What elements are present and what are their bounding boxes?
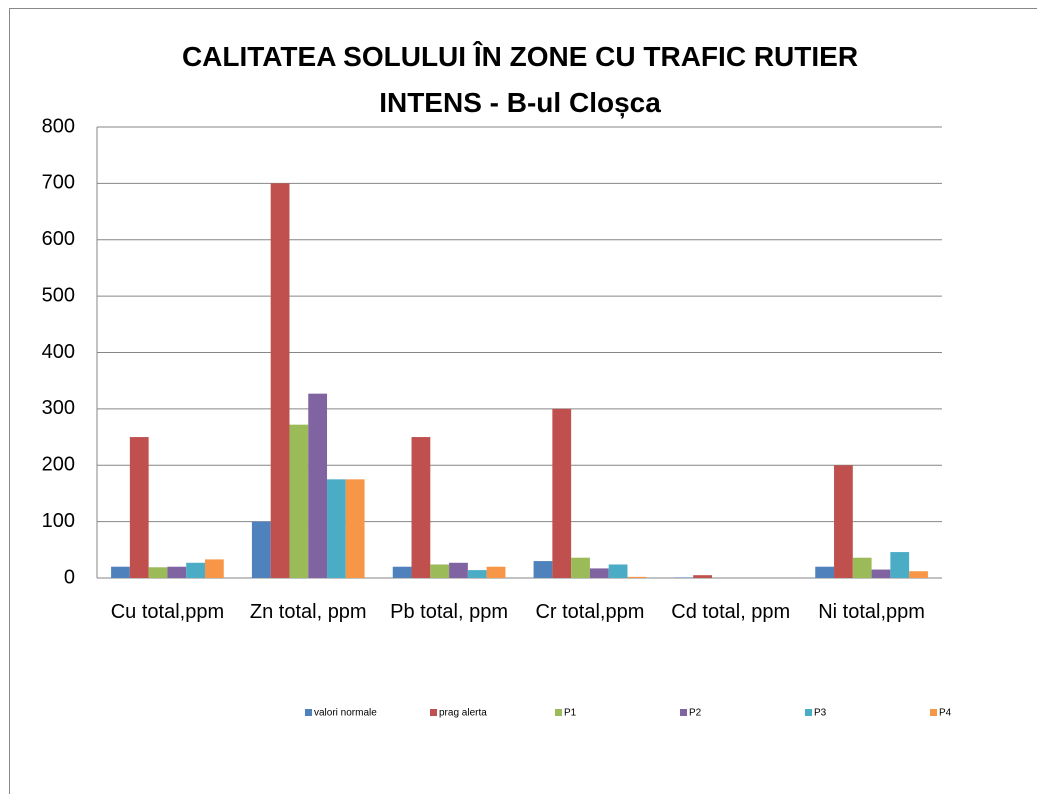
bar bbox=[467, 570, 487, 578]
bar bbox=[571, 557, 590, 578]
bar bbox=[834, 465, 853, 578]
bar bbox=[533, 561, 553, 578]
bar bbox=[251, 521, 271, 578]
legend-label: P2 bbox=[689, 708, 702, 719]
bar bbox=[890, 552, 910, 578]
bar bbox=[909, 571, 928, 578]
legend-label: prag alerta bbox=[439, 708, 487, 719]
bar bbox=[674, 577, 694, 578]
y-tick-label: 400 bbox=[42, 341, 75, 363]
bar bbox=[204, 559, 224, 578]
chart-title: CALITATEA SOLULUI ÎN ZONE CU TRAFIC RUTI… bbox=[181, 41, 859, 118]
bar bbox=[589, 568, 609, 578]
legend-swatch bbox=[805, 709, 812, 716]
legend-label: P1 bbox=[564, 708, 577, 719]
chart-frame bbox=[9, 8, 1037, 794]
legend-swatch bbox=[930, 709, 937, 716]
bar bbox=[815, 566, 835, 578]
x-tick-label: Cr total,ppm bbox=[535, 601, 645, 623]
bar bbox=[411, 437, 431, 578]
y-tick-label: 100 bbox=[42, 510, 75, 532]
bar bbox=[327, 479, 346, 578]
y-tick-label: 500 bbox=[42, 284, 75, 306]
bar bbox=[693, 575, 712, 578]
bar bbox=[486, 566, 506, 578]
bar bbox=[186, 562, 205, 578]
x-tick-label: Cd total, ppm bbox=[671, 601, 791, 623]
legend-label: P3 bbox=[814, 708, 827, 719]
bar bbox=[148, 567, 168, 578]
legend-swatch bbox=[305, 709, 312, 716]
bar bbox=[552, 408, 572, 578]
bar bbox=[430, 564, 450, 578]
bar bbox=[308, 393, 328, 578]
bar bbox=[627, 576, 647, 578]
legend-label: valori normale bbox=[314, 708, 377, 719]
x-tick-label: Cu total,ppm bbox=[110, 601, 225, 623]
bar bbox=[392, 566, 412, 578]
bar bbox=[449, 562, 468, 578]
legend-swatch bbox=[680, 709, 687, 716]
bar bbox=[167, 566, 187, 578]
legend-swatch bbox=[430, 709, 437, 716]
y-tick-label: 0 bbox=[64, 566, 75, 588]
bar bbox=[345, 479, 365, 578]
bar bbox=[871, 569, 891, 578]
y-tick-label: 800 bbox=[42, 115, 75, 137]
bar bbox=[270, 183, 290, 578]
x-tick-label: Ni total,ppm bbox=[818, 601, 925, 623]
bar bbox=[129, 437, 149, 578]
y-tick-label: 200 bbox=[42, 454, 75, 476]
x-tick-label: Pb total, ppm bbox=[390, 601, 508, 623]
bar bbox=[289, 424, 309, 578]
legend-swatch bbox=[555, 709, 562, 716]
x-tick-label: Zn total, ppm bbox=[249, 601, 367, 623]
legend-label: P4 bbox=[939, 708, 952, 719]
bar bbox=[852, 557, 872, 578]
bar bbox=[111, 566, 130, 578]
bar bbox=[608, 564, 628, 578]
y-tick-label: 700 bbox=[42, 172, 75, 194]
y-tick-label: 600 bbox=[42, 228, 75, 250]
y-tick-label: 300 bbox=[42, 397, 75, 419]
